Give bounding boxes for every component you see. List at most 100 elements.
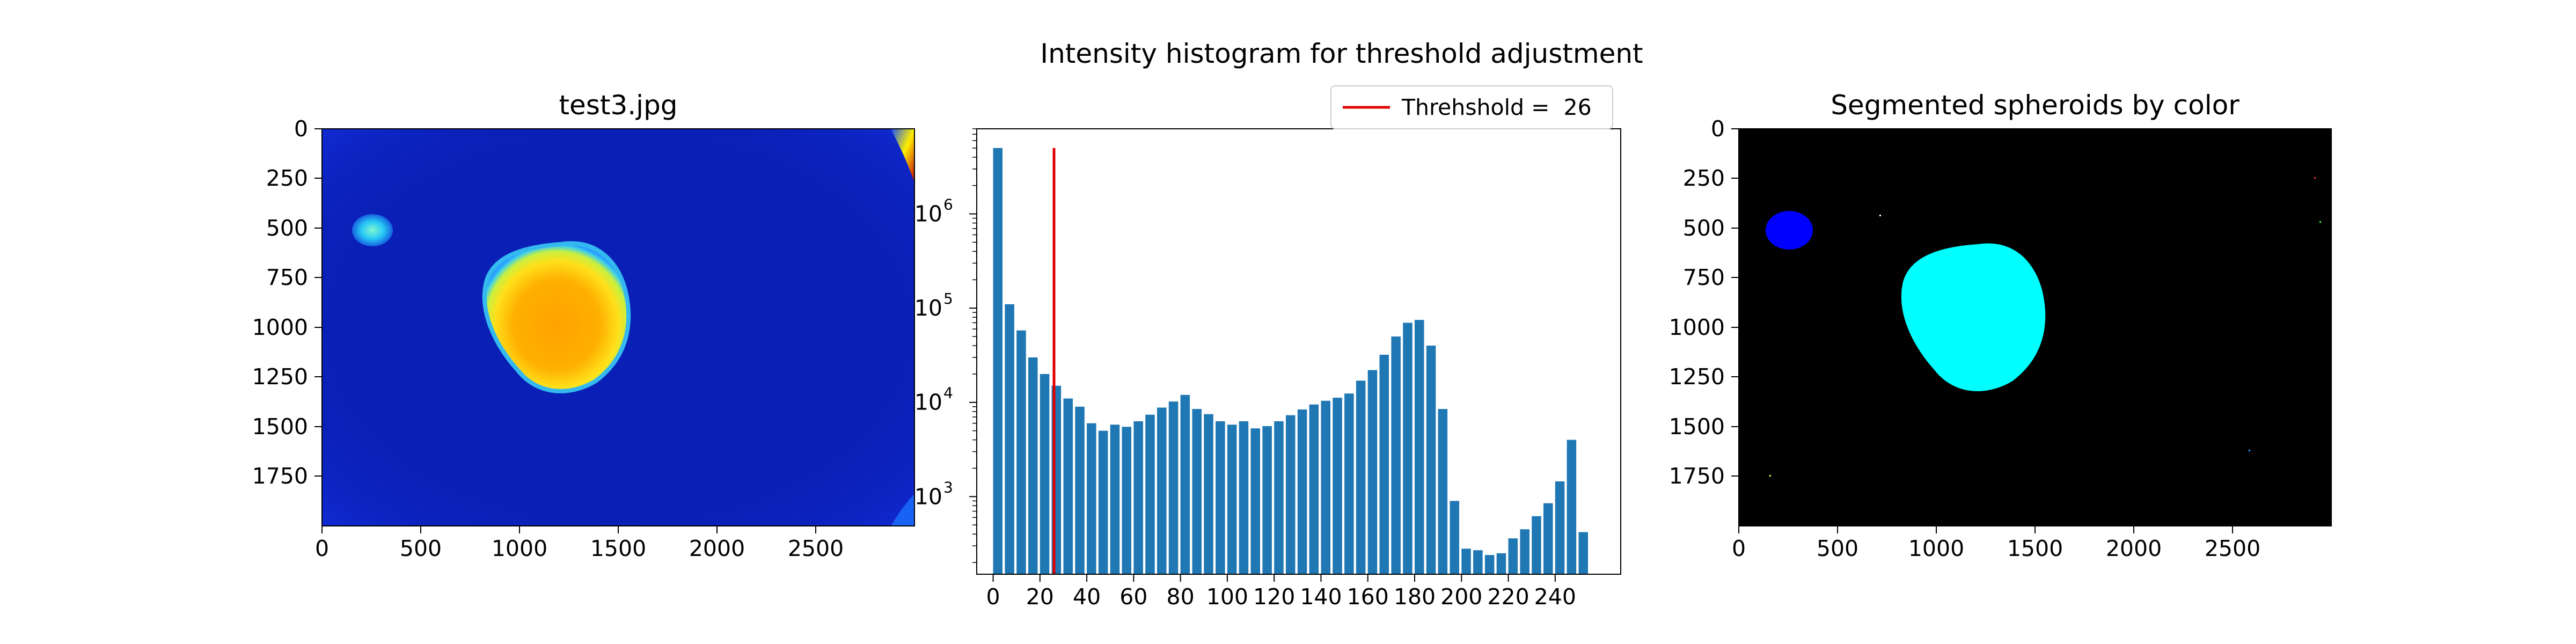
histogram-bar [1426, 346, 1436, 574]
histogram-bar [1168, 401, 1179, 574]
panel3-image [1739, 129, 2331, 526]
histogram-xtick-label: 0 [986, 584, 1000, 610]
noise-speck [1879, 215, 1881, 216]
histogram-xtick-label: 120 [1253, 584, 1295, 610]
histogram-bar [1496, 553, 1506, 574]
panel1-ytick-label: 0 [294, 116, 308, 142]
histogram-ytick-exponent: 6 [943, 196, 953, 214]
histogram-bar [1204, 414, 1213, 574]
histogram-xtick-label: 160 [1347, 584, 1389, 610]
panel3-x-ticks: 0 500 1000 1500 2000 2500 [1732, 526, 2260, 561]
histogram-xtick-label: 40 [1073, 584, 1101, 610]
histogram-bar [1309, 404, 1319, 574]
histogram-bar [1157, 407, 1167, 574]
histogram-bar [1227, 425, 1237, 574]
panel3-xtick-label: 2500 [2205, 536, 2260, 561]
histogram-xtick-label: 240 [1534, 584, 1576, 610]
panel3-xtick-label: 1000 [1908, 536, 1964, 561]
histogram-bar [1262, 426, 1272, 574]
histogram-bar [1461, 548, 1471, 574]
histogram-bar [1356, 380, 1366, 574]
legend-box [1330, 85, 1613, 129]
histogram-bar [1075, 406, 1085, 574]
panel1-ytick-label: 1750 [252, 463, 308, 489]
histogram-xtick-label: 180 [1394, 584, 1436, 610]
panel3-ytick-label: 0 [1711, 116, 1725, 142]
histogram-ytick-label: 10 [914, 201, 942, 227]
histogram-bar [1192, 409, 1202, 574]
panel3-xtick-label: 0 [1732, 536, 1746, 561]
histogram-xtick-label: 220 [1487, 584, 1529, 610]
histogram-bar [1016, 330, 1026, 574]
panel1-corner-artifact [891, 129, 914, 182]
histogram-bar [1473, 550, 1483, 574]
histogram-bar [1578, 532, 1588, 574]
histogram-bar [1286, 415, 1296, 574]
panel1-ytick-label: 1000 [252, 314, 308, 340]
histogram-bar [1145, 414, 1155, 574]
panel3-ytick-label: 1250 [1669, 364, 1725, 390]
histogram-bar [1450, 501, 1459, 574]
histogram-bar [1532, 516, 1541, 574]
panel1-corner-artifact-bottom [891, 494, 914, 526]
histogram-xtick-label: 80 [1167, 584, 1195, 610]
noise-speck [2249, 450, 2250, 451]
histogram-bar [1391, 336, 1401, 574]
histogram-bar [1250, 428, 1260, 574]
noise-speck [2319, 221, 2321, 223]
histogram-xtick-label: 200 [1440, 584, 1482, 610]
panel3-title: Segmented spheroids by color [1831, 90, 2240, 121]
histogram-bar [1040, 374, 1050, 574]
histogram-ytick-exponent: 3 [943, 478, 953, 496]
histogram-bar [1543, 503, 1553, 574]
histogram-ytick-exponent: 4 [943, 384, 953, 402]
noise-speck [2314, 177, 2316, 179]
panel3-xtick-label: 2000 [2106, 536, 2162, 561]
histogram-ytick-label: 10 [914, 484, 942, 509]
histogram-bar [1403, 323, 1413, 574]
legend-label: Threhshold = 26 [1401, 94, 1592, 120]
panel1-xtick-label: 500 [400, 536, 442, 561]
panel1-y-ticks: 0 250 500 750 1000 1250 1500 1750 [252, 116, 322, 489]
small-spheroid-mask [1766, 211, 1813, 250]
histogram-bar [1133, 421, 1143, 574]
histogram-bar [1087, 423, 1096, 574]
large-spheroid-mask [1901, 243, 2046, 391]
histogram-bar [1216, 421, 1225, 574]
panel3-xtick-label: 500 [1817, 536, 1858, 561]
histogram-bar [1520, 529, 1529, 574]
panel3-ytick-label: 500 [1683, 215, 1725, 241]
panel1-ytick-label: 1500 [252, 414, 308, 440]
histogram-bars [993, 148, 1588, 574]
histogram-bar [1508, 538, 1518, 574]
histogram-bar [993, 148, 1002, 574]
histogram-bar [1098, 430, 1108, 574]
panel2-frame [976, 128, 1621, 575]
panel1-title: test3.jpg [559, 90, 677, 121]
panel-histogram: Intensity histogram for threshold adjust… [914, 38, 1643, 610]
histogram-bar [1484, 555, 1495, 574]
panel1-small-spot [352, 214, 393, 246]
histogram-bar [1321, 400, 1330, 574]
panel1-ytick-label: 500 [266, 215, 308, 241]
histogram-bar [1274, 421, 1284, 574]
histogram-bar [1297, 409, 1307, 574]
histogram-bar [1180, 394, 1190, 574]
histogram-ytick-exponent: 5 [943, 290, 953, 308]
panel3-y-ticks: 0 250 500 750 1000 1250 1500 1750 [1669, 116, 1739, 489]
panel3-ytick-label: 1000 [1669, 314, 1725, 340]
panel-original-image: test3.jpg 0 500 1000 1500 2000 2500 0 25… [252, 90, 915, 561]
histogram-xtick-label: 100 [1206, 584, 1248, 610]
panel1-xtick-label: 1500 [590, 536, 646, 561]
histogram-xtick-label: 60 [1119, 584, 1147, 610]
histogram-bar [1415, 320, 1424, 574]
histogram-x-ticks: 0 20 40 60 80 100 120 140 160 180 200 220 240 [986, 574, 1576, 610]
histogram-ytick-label: 10 [914, 390, 942, 415]
panel1-ytick-label: 750 [266, 265, 308, 290]
histogram-bar [1344, 393, 1354, 574]
histogram-bar [1239, 421, 1249, 574]
panel-segmented-image: Segmented spheroids by color 0 500 1000 … [1669, 90, 2332, 561]
histogram-legend: Threhshold = 26 [1330, 85, 1613, 129]
